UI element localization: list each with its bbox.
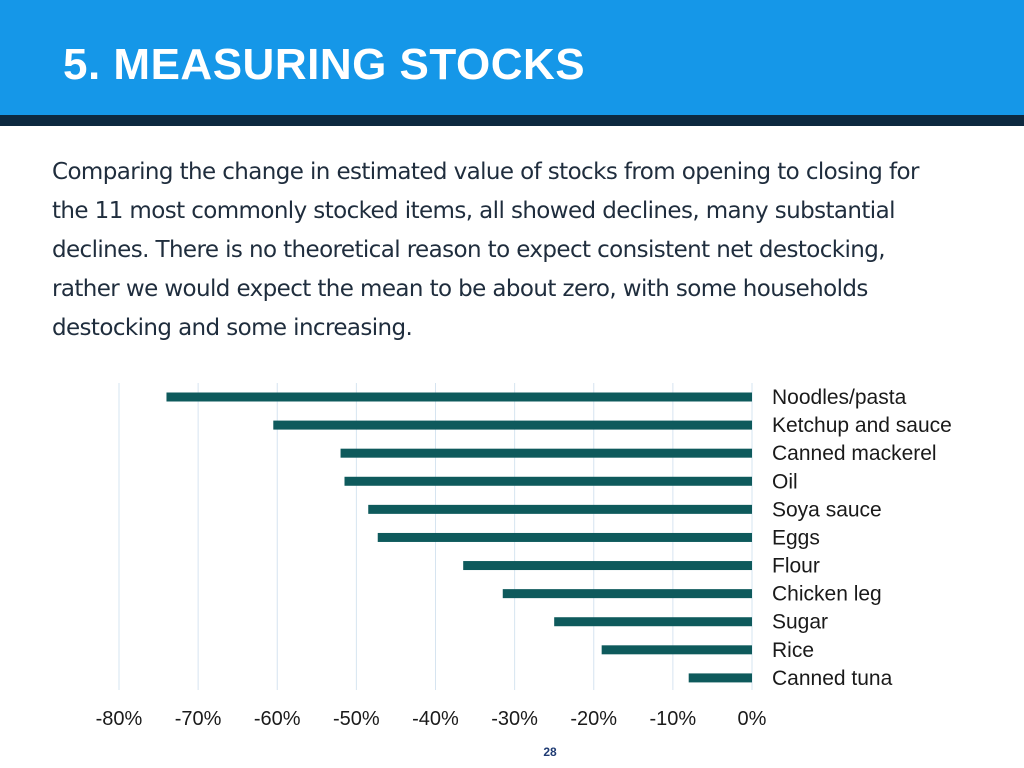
category-label: Eggs — [772, 526, 820, 549]
body-paragraph: Comparing the change in estimated value … — [52, 153, 982, 348]
category-label: Rice — [772, 639, 814, 662]
page-number: 28 — [543, 745, 557, 759]
x-tick-label: -40% — [412, 708, 459, 730]
bar — [463, 561, 752, 571]
slide-title: 5. MEASURING STOCKS — [63, 40, 586, 89]
category-label: Canned mackerel — [772, 442, 937, 465]
category-label: Chicken leg — [772, 583, 882, 606]
x-tick-label: -30% — [491, 708, 538, 730]
bar — [344, 476, 752, 486]
x-tick-label: -70% — [175, 708, 222, 730]
bar — [601, 645, 752, 655]
header-rule — [0, 115, 1024, 126]
header-bar — [0, 0, 1024, 115]
x-tick-label: -10% — [650, 708, 697, 730]
x-tick-label: -80% — [96, 708, 143, 730]
bar — [554, 617, 752, 627]
body-line: destocking and some increasing. — [52, 315, 413, 341]
category-label: Soya sauce — [772, 498, 882, 521]
bar — [688, 673, 752, 683]
bar — [377, 532, 752, 542]
x-tick-label: 0% — [738, 708, 767, 730]
x-tick-label: -50% — [333, 708, 380, 730]
bar — [166, 392, 753, 402]
category-label: Oil — [772, 470, 798, 493]
body-line: declines. There is no theoretical reason… — [52, 237, 886, 263]
bar — [502, 589, 752, 599]
category-label: Sugar — [772, 611, 828, 634]
bar — [273, 420, 752, 430]
category-label: Noodles/pasta — [772, 386, 907, 409]
body-line: Comparing the change in estimated value … — [52, 159, 919, 185]
body-line: rather we would expect the mean to be ab… — [52, 276, 868, 302]
body-line: the 11 most commonly stocked items, all … — [52, 198, 895, 224]
category-label: Flour — [772, 555, 820, 578]
x-tick-label: -60% — [254, 708, 301, 730]
bar — [340, 448, 752, 458]
bar — [368, 504, 752, 514]
x-tick-label: -20% — [570, 708, 617, 730]
category-label: Canned tuna — [772, 667, 893, 690]
category-label: Ketchup and sauce — [772, 414, 952, 437]
